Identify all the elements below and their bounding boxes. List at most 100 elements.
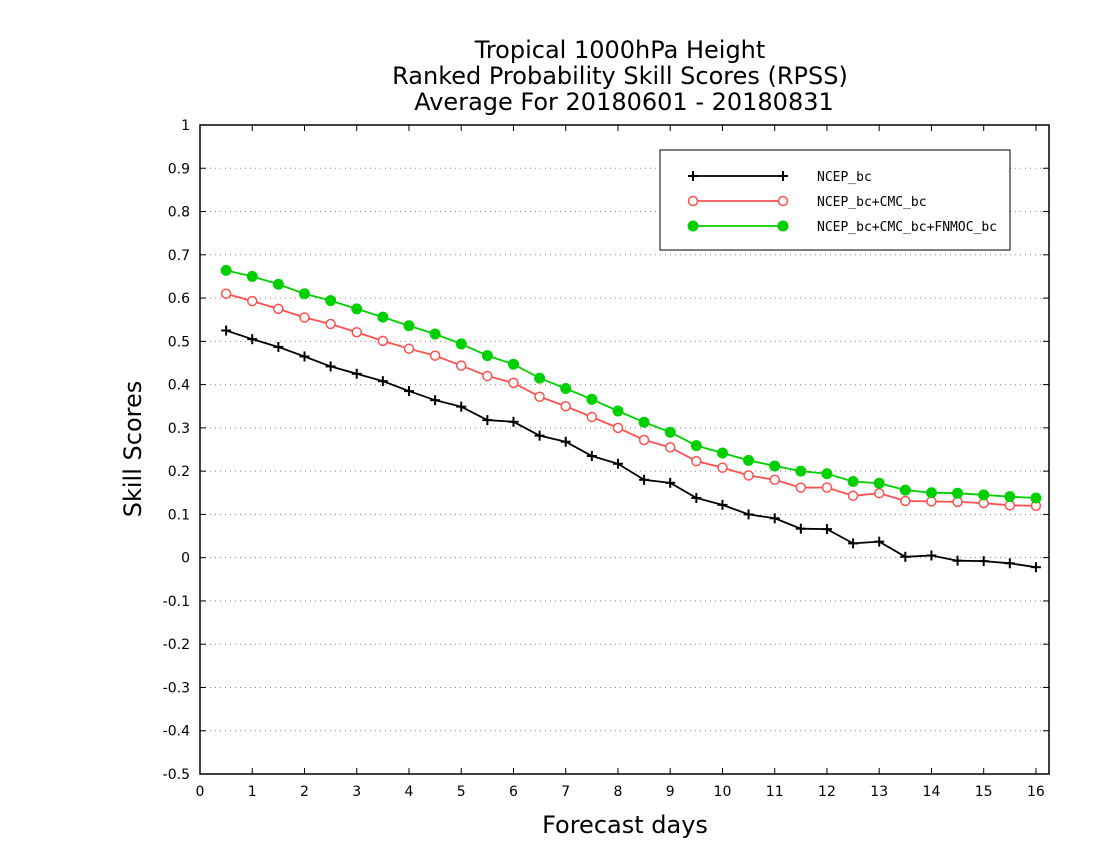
x-tick-label: 2: [300, 784, 309, 800]
data-point: [769, 460, 781, 472]
data-point: [507, 358, 519, 370]
y-tick-label: 0.9: [168, 161, 190, 177]
data-point: [952, 496, 963, 508]
data-point: [664, 426, 676, 438]
y-tick-label: -0.3: [163, 680, 190, 696]
legend: NCEP_bc NCEP_bc+CMC_bc NCEP_bc+CMC_bc+FNMO…: [659, 149, 1011, 251]
x-tick-label: 5: [457, 784, 466, 800]
data-point: [900, 551, 911, 562]
data-point: [586, 393, 598, 405]
data-point: [612, 405, 624, 417]
data-point: [508, 377, 519, 389]
y-tick-label: 0.5: [168, 334, 190, 350]
legend-marker: [777, 195, 789, 207]
x-tick-label: 4: [405, 784, 414, 800]
data-point: [900, 495, 911, 507]
data-point: [508, 416, 519, 427]
data-point: [769, 513, 780, 524]
y-tick-label: -0.2: [163, 637, 190, 653]
x-tick-label: 14: [923, 784, 941, 800]
data-point: [325, 295, 337, 307]
x-tick-label: 6: [509, 784, 518, 800]
x-tick-label: 0: [196, 784, 205, 800]
data-point: [586, 411, 598, 423]
x-tick-label: 16: [1027, 784, 1045, 800]
data-point: [403, 386, 414, 397]
plot-frame: [199, 124, 1050, 775]
data-point: [455, 338, 467, 350]
data-point: [377, 311, 389, 323]
data-point: [690, 440, 702, 452]
y-tick-label: -0.4: [163, 724, 190, 740]
data-point: [717, 499, 728, 510]
legend-marker: [688, 171, 698, 181]
data-point: [638, 416, 650, 428]
chart-title-line-2: Ranked Probability Skill Scores (RPSS): [392, 62, 848, 90]
x-tick-label: 11: [766, 784, 784, 800]
data-point: [220, 264, 232, 276]
x-axis-label: Forecast days: [542, 811, 708, 839]
data-point: [612, 458, 623, 469]
y-tick-label: 0.7: [168, 248, 190, 264]
y-tick-label: 0.4: [168, 378, 190, 394]
series-lines: [220, 264, 1042, 573]
x-tick-label: 3: [352, 784, 361, 800]
legend-marker: [687, 195, 699, 207]
x-tick-label: 7: [561, 784, 570, 800]
data-point: [639, 474, 650, 485]
data-point: [743, 454, 755, 466]
x-tick-label: 8: [614, 784, 623, 800]
data-point: [1004, 491, 1016, 503]
x-tick-label: 13: [870, 784, 888, 800]
legend-marker: [777, 220, 789, 232]
data-point: [691, 492, 702, 503]
data-point: [664, 442, 676, 453]
data-point: [926, 496, 937, 507]
series-line: [225, 269, 1036, 499]
data-point: [560, 382, 572, 394]
data-point: [612, 422, 624, 434]
x-tick-label: 15: [975, 784, 993, 800]
legend-entry-1: NCEP_bc: [688, 170, 872, 185]
data-point: [299, 351, 310, 362]
series-line: [225, 292, 1036, 507]
data-point: [848, 538, 859, 549]
data-point: [743, 509, 754, 520]
data-point: [534, 372, 546, 384]
data-point: [456, 401, 467, 412]
data-point: [429, 350, 441, 361]
data-point: [247, 334, 258, 345]
legend-label: NCEP_bc: [817, 170, 872, 185]
data-point: [847, 490, 859, 502]
data-point: [325, 318, 336, 330]
y-tick-label: -0.5: [163, 767, 190, 783]
data-point: [221, 325, 232, 336]
data-point: [691, 455, 702, 467]
data-point: [481, 350, 493, 362]
y-axis-label: Skill Scores: [119, 381, 147, 518]
data-point: [482, 415, 493, 426]
x-tick-label: 1: [248, 784, 257, 800]
chart-title-line-1: Tropical 1000hPa Height: [474, 36, 766, 64]
data-point: [586, 450, 597, 461]
data-point: [847, 476, 859, 488]
grid-lines: [200, 167, 1049, 732]
data-point: [482, 370, 493, 382]
data-point: [403, 320, 415, 332]
series-3: [220, 264, 1042, 504]
data-point: [534, 430, 545, 441]
legend-marker: [778, 171, 788, 181]
data-point: [1004, 500, 1016, 511]
data-point: [273, 303, 284, 315]
data-point: [272, 278, 284, 290]
y-tick-label: 1: [181, 118, 190, 134]
chart-title-line-3: Average For 20180601 - 20180831: [414, 88, 834, 116]
data-point: [665, 477, 676, 488]
legend-entry-3: NCEP_bc+CMC_bc+FNMOC_bc: [687, 220, 997, 235]
legend-entry-2: NCEP_bc+CMC_bc: [687, 195, 927, 210]
data-point: [273, 341, 284, 352]
data-point: [743, 470, 754, 481]
data-point: [560, 400, 571, 412]
series-1: [221, 325, 1041, 573]
